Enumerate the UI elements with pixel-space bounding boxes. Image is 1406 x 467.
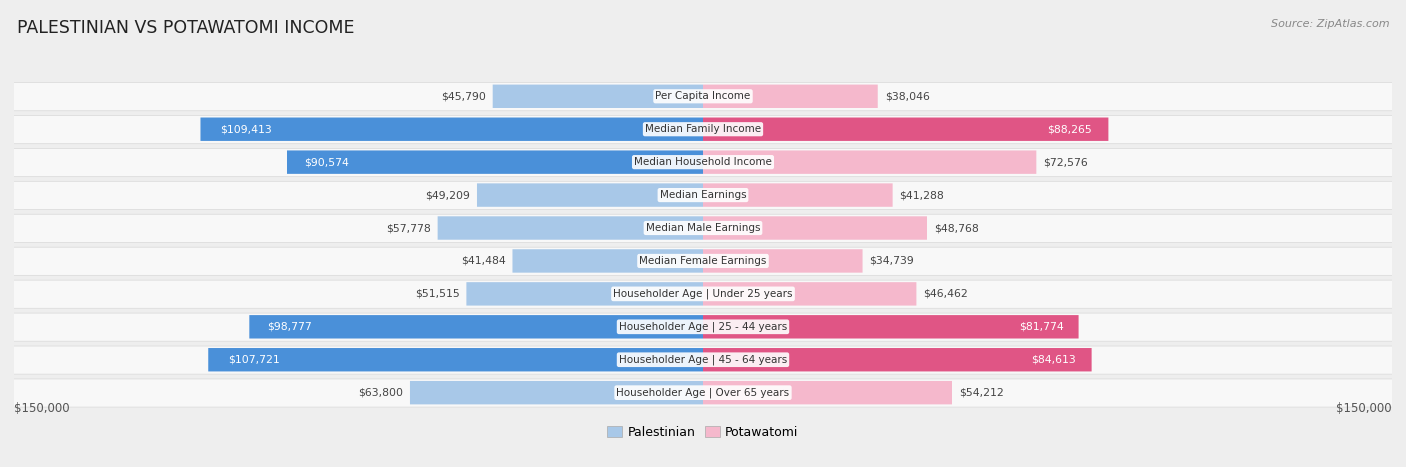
- FancyBboxPatch shape: [411, 381, 703, 404]
- Text: $46,462: $46,462: [924, 289, 969, 299]
- FancyBboxPatch shape: [7, 83, 1399, 111]
- FancyBboxPatch shape: [703, 150, 1036, 174]
- Text: $88,265: $88,265: [1047, 124, 1092, 134]
- Text: Median Household Income: Median Household Income: [634, 157, 772, 167]
- Text: Per Capita Income: Per Capita Income: [655, 91, 751, 101]
- Text: Source: ZipAtlas.com: Source: ZipAtlas.com: [1271, 19, 1389, 28]
- FancyBboxPatch shape: [703, 216, 927, 240]
- Text: PALESTINIAN VS POTAWATOMI INCOME: PALESTINIAN VS POTAWATOMI INCOME: [17, 19, 354, 37]
- FancyBboxPatch shape: [7, 149, 1399, 177]
- Text: Median Female Earnings: Median Female Earnings: [640, 256, 766, 266]
- FancyBboxPatch shape: [703, 184, 893, 207]
- Text: $49,209: $49,209: [425, 190, 470, 200]
- FancyBboxPatch shape: [703, 249, 862, 273]
- Text: $150,000: $150,000: [14, 402, 70, 415]
- FancyBboxPatch shape: [703, 348, 1091, 371]
- Text: $54,212: $54,212: [959, 388, 1004, 398]
- FancyBboxPatch shape: [7, 115, 1399, 144]
- Text: $41,484: $41,484: [461, 256, 506, 266]
- FancyBboxPatch shape: [477, 184, 703, 207]
- FancyBboxPatch shape: [703, 315, 1078, 339]
- FancyBboxPatch shape: [7, 247, 1399, 276]
- FancyBboxPatch shape: [512, 249, 703, 273]
- Text: $84,613: $84,613: [1032, 355, 1076, 365]
- Text: $57,778: $57,778: [387, 223, 430, 233]
- Text: $34,739: $34,739: [869, 256, 914, 266]
- FancyBboxPatch shape: [249, 315, 703, 339]
- Text: $150,000: $150,000: [1336, 402, 1392, 415]
- Text: $81,774: $81,774: [1019, 322, 1063, 332]
- FancyBboxPatch shape: [492, 85, 703, 108]
- FancyBboxPatch shape: [467, 282, 703, 305]
- FancyBboxPatch shape: [7, 346, 1399, 374]
- Text: $90,574: $90,574: [304, 157, 349, 167]
- Text: Householder Age | Under 25 years: Householder Age | Under 25 years: [613, 289, 793, 299]
- Text: Householder Age | 25 - 44 years: Householder Age | 25 - 44 years: [619, 322, 787, 332]
- Legend: Palestinian, Potawatomi: Palestinian, Potawatomi: [602, 421, 804, 444]
- FancyBboxPatch shape: [7, 313, 1399, 341]
- FancyBboxPatch shape: [703, 85, 877, 108]
- Text: $51,515: $51,515: [415, 289, 460, 299]
- Text: $107,721: $107,721: [228, 355, 280, 365]
- FancyBboxPatch shape: [437, 216, 703, 240]
- FancyBboxPatch shape: [287, 150, 703, 174]
- Text: $63,800: $63,800: [359, 388, 404, 398]
- FancyBboxPatch shape: [703, 381, 952, 404]
- Text: Median Male Earnings: Median Male Earnings: [645, 223, 761, 233]
- FancyBboxPatch shape: [201, 118, 703, 141]
- FancyBboxPatch shape: [7, 214, 1399, 242]
- Text: $45,790: $45,790: [441, 91, 486, 101]
- FancyBboxPatch shape: [208, 348, 703, 371]
- FancyBboxPatch shape: [7, 181, 1399, 210]
- Text: Householder Age | 45 - 64 years: Householder Age | 45 - 64 years: [619, 354, 787, 365]
- FancyBboxPatch shape: [7, 379, 1399, 407]
- Text: Median Earnings: Median Earnings: [659, 190, 747, 200]
- Text: $72,576: $72,576: [1043, 157, 1088, 167]
- Text: $98,777: $98,777: [267, 322, 312, 332]
- Text: $109,413: $109,413: [221, 124, 273, 134]
- Text: $48,768: $48,768: [934, 223, 979, 233]
- Text: $38,046: $38,046: [884, 91, 929, 101]
- FancyBboxPatch shape: [703, 118, 1108, 141]
- Text: Median Family Income: Median Family Income: [645, 124, 761, 134]
- FancyBboxPatch shape: [703, 282, 917, 305]
- Text: $41,288: $41,288: [900, 190, 945, 200]
- FancyBboxPatch shape: [7, 280, 1399, 308]
- Text: Householder Age | Over 65 years: Householder Age | Over 65 years: [616, 388, 790, 398]
